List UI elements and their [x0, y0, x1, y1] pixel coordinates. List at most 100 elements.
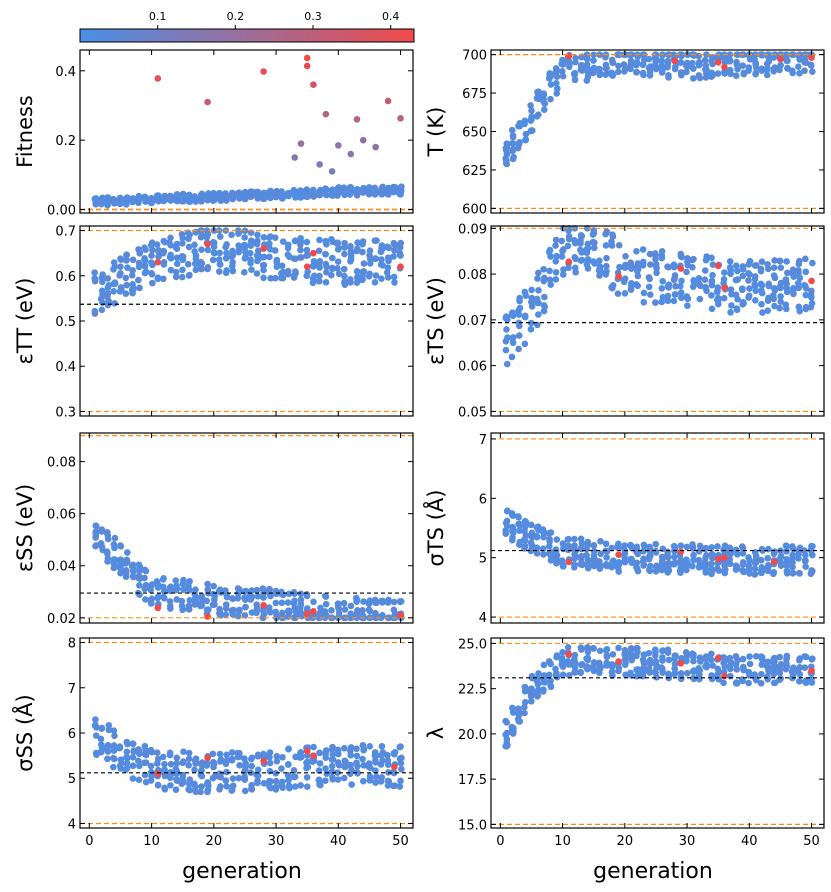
data-point	[398, 765, 405, 773]
data-point	[745, 669, 753, 677]
data-point	[653, 56, 660, 63]
data-point	[390, 606, 398, 614]
data-point	[521, 517, 529, 525]
data-point	[758, 282, 766, 289]
data-point	[284, 270, 292, 278]
data-point	[690, 651, 697, 658]
data-point	[603, 228, 611, 235]
data-point	[303, 238, 311, 246]
data-point	[329, 743, 336, 751]
data-point	[595, 267, 603, 274]
data-point	[124, 264, 131, 271]
data-point	[545, 529, 553, 537]
data-point	[346, 191, 354, 198]
scatter-series	[502, 51, 816, 168]
data-point	[229, 775, 237, 782]
data-point	[379, 262, 387, 269]
data-point	[552, 268, 560, 276]
data-point	[184, 197, 192, 204]
data-point	[527, 319, 535, 327]
x-tick-label: 0	[496, 834, 504, 849]
data-point	[684, 295, 692, 302]
data-point	[248, 754, 256, 762]
data-point	[110, 754, 117, 762]
data-point	[123, 281, 130, 289]
data-point	[396, 244, 404, 251]
colorbar-gradient	[79, 28, 415, 43]
panel-eps_ts: 0.05 0.06 0.07 0.08 0.09 εTS (eV)	[424, 222, 825, 420]
data-point	[173, 754, 181, 762]
data-point	[111, 280, 119, 287]
data-point	[347, 242, 354, 250]
data-point	[304, 268, 312, 276]
data-point	[627, 57, 635, 65]
data-point	[652, 262, 660, 270]
data-point	[672, 559, 679, 566]
data-point	[372, 255, 380, 262]
data-point	[242, 253, 249, 261]
data-point	[278, 591, 286, 598]
data-point	[216, 194, 224, 202]
data-point	[179, 771, 187, 779]
data-point	[334, 776, 342, 783]
data-point	[534, 88, 542, 96]
data-point	[783, 548, 790, 555]
data-point	[335, 762, 343, 769]
data-point	[789, 270, 797, 277]
data-point	[297, 590, 305, 598]
data-point	[123, 753, 130, 761]
data-point	[782, 301, 790, 309]
data-point	[323, 269, 330, 276]
data-point	[714, 284, 722, 291]
data-point	[516, 297, 523, 305]
data-point	[322, 279, 330, 286]
data-point	[340, 599, 348, 607]
data-point	[539, 97, 547, 105]
data-point	[217, 783, 224, 790]
data-point	[764, 564, 771, 572]
data-point	[298, 192, 305, 200]
data-point	[527, 325, 535, 333]
data-point	[266, 607, 273, 615]
data-point	[253, 604, 261, 612]
data-point	[515, 541, 523, 549]
data-point	[234, 585, 242, 592]
data-point	[783, 652, 791, 660]
data-point	[260, 274, 267, 282]
data-point	[533, 544, 541, 552]
data-point	[571, 535, 578, 543]
data-point	[347, 602, 355, 610]
data-point	[634, 272, 642, 280]
y-tick-label: 20.0	[458, 728, 487, 743]
data-point	[758, 287, 765, 294]
data-point	[639, 246, 647, 253]
axes-frame	[490, 637, 825, 829]
data-point	[689, 541, 696, 548]
data-point	[553, 536, 561, 543]
data-point	[136, 581, 143, 589]
data-point	[745, 294, 752, 301]
data-point	[216, 750, 224, 758]
data-point	[609, 284, 616, 292]
data-point	[802, 303, 810, 311]
data-point	[708, 305, 716, 313]
data-point	[198, 762, 206, 769]
data-point	[198, 260, 206, 267]
data-point	[236, 606, 243, 614]
y-tick-label: 6	[68, 727, 76, 742]
data-point	[621, 661, 629, 669]
data-point	[746, 653, 753, 660]
data-point	[285, 745, 292, 753]
data-point	[508, 723, 516, 731]
data-point	[615, 558, 623, 566]
data-point	[646, 72, 654, 79]
data-point	[391, 246, 398, 254]
data-point	[647, 261, 654, 268]
data-point	[384, 254, 392, 262]
data-point	[652, 652, 659, 659]
data-point	[159, 249, 167, 257]
data-point	[758, 65, 766, 72]
data-point	[167, 583, 175, 590]
data-point	[589, 231, 597, 238]
